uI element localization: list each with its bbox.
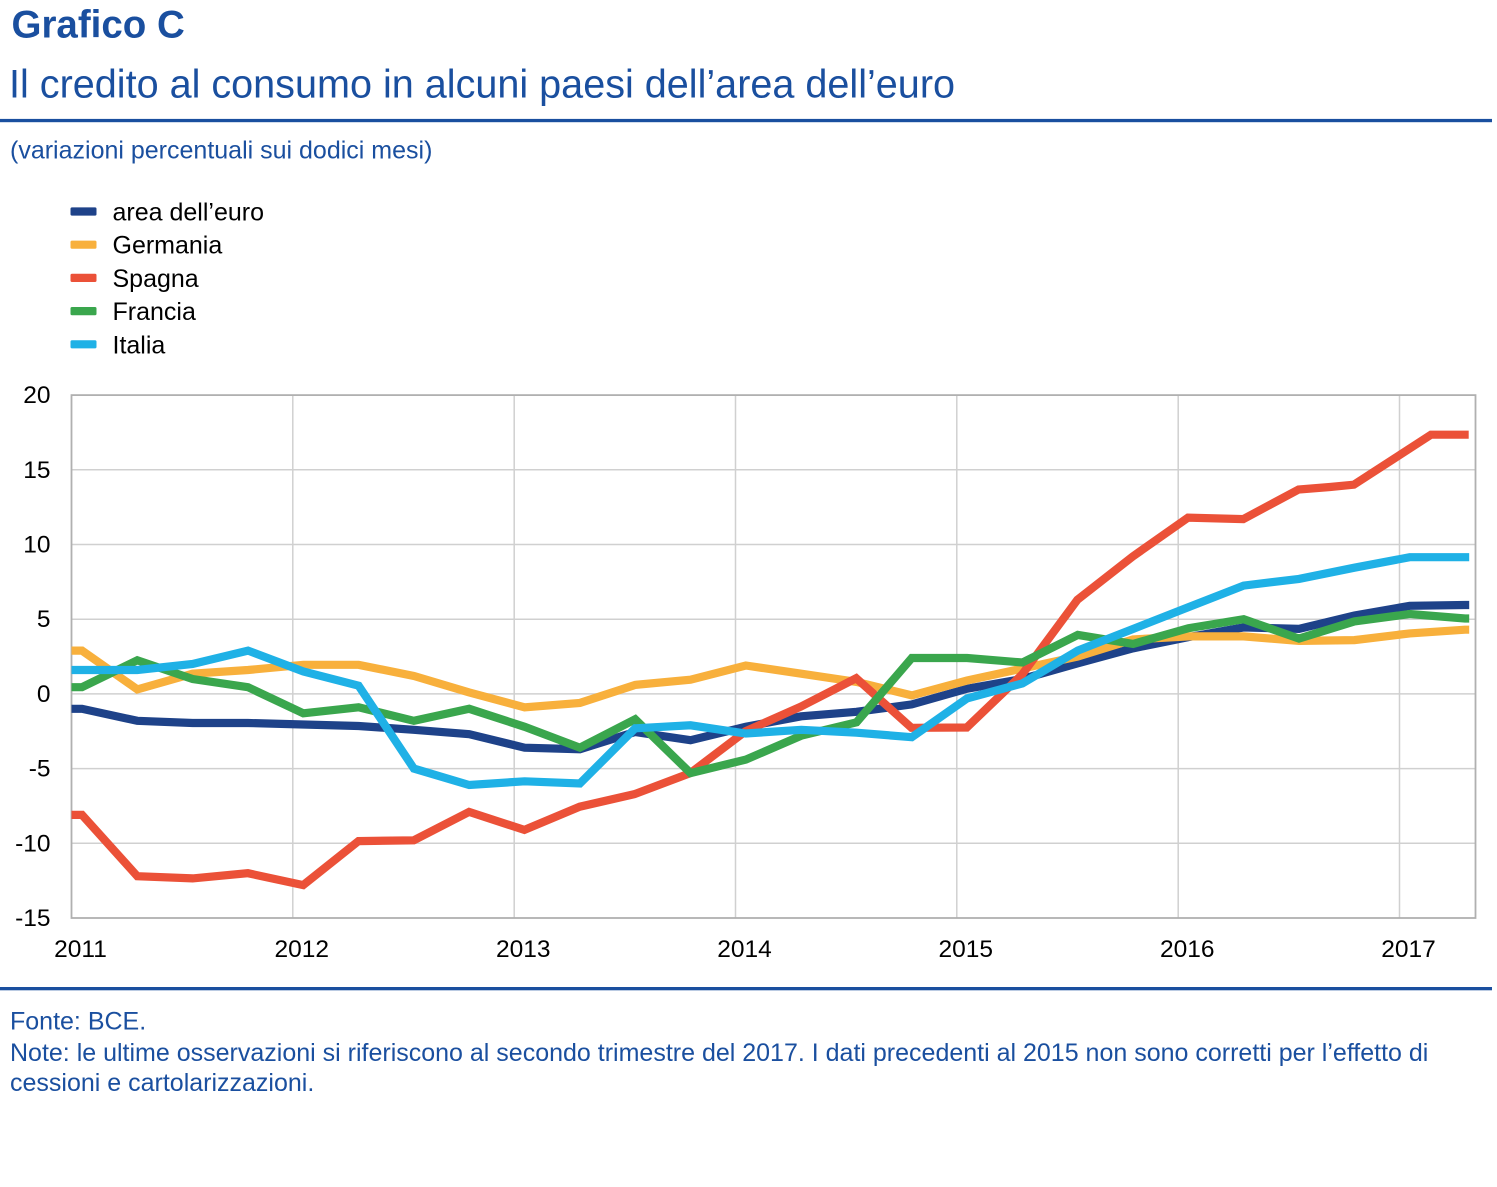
svg-text:0: 0	[37, 681, 51, 708]
svg-text:2016: 2016	[1160, 936, 1215, 963]
svg-text:2015: 2015	[939, 936, 994, 963]
svg-text:-5: -5	[29, 756, 51, 783]
svg-text:cessioni e cartolarizzazioni.: cessioni e cartolarizzazioni.	[10, 1069, 314, 1097]
svg-text:10: 10	[23, 532, 50, 559]
svg-text:(variazioni percentuali sui do: (variazioni percentuali sui dodici mesi)	[10, 137, 432, 165]
svg-text:Fonte: BCE.: Fonte: BCE.	[10, 1008, 146, 1036]
svg-text:Germania: Germania	[113, 232, 223, 260]
svg-text:Grafico C: Grafico C	[12, 4, 185, 47]
svg-text:2017: 2017	[1381, 936, 1436, 963]
svg-text:-10: -10	[15, 830, 50, 857]
svg-text:2013: 2013	[496, 936, 551, 963]
svg-text:Il credito al consumo in alcun: Il credito al consumo in alcuni paesi de…	[9, 63, 955, 107]
svg-text:Spagna: Spagna	[113, 265, 199, 293]
svg-text:Note: le ultime osservazioni s: Note: le ultime osservazioni si riferisc…	[10, 1039, 1428, 1067]
svg-text:2011: 2011	[54, 936, 107, 963]
svg-text:2014: 2014	[717, 936, 772, 963]
svg-text:2012: 2012	[275, 936, 330, 963]
svg-text:Italia: Italia	[113, 331, 166, 359]
svg-text:20: 20	[23, 382, 50, 409]
svg-text:Francia: Francia	[113, 298, 196, 326]
svg-text:-15: -15	[15, 905, 50, 932]
svg-text:15: 15	[23, 457, 50, 484]
svg-text:area dell’euro: area dell’euro	[113, 199, 265, 227]
svg-text:5: 5	[37, 606, 51, 633]
